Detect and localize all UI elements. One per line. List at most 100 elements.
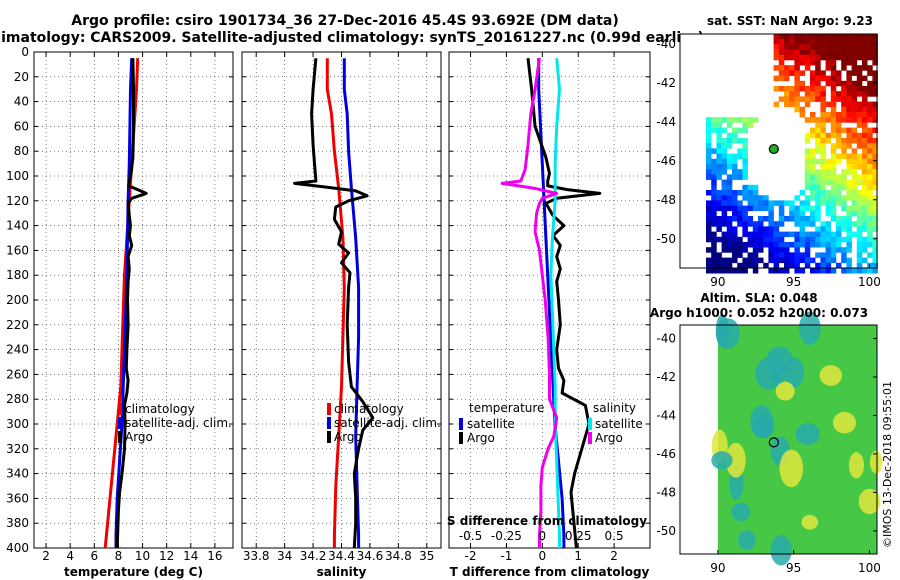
sst-cell xyxy=(810,158,816,165)
sst-cell xyxy=(815,179,821,186)
sst-cell xyxy=(820,231,826,238)
sst-cell xyxy=(732,231,738,238)
sst-cell xyxy=(815,70,821,76)
sst-cell xyxy=(815,158,821,165)
sst-cell xyxy=(825,195,832,201)
sst-cell xyxy=(747,236,754,243)
sst-cell xyxy=(856,132,863,139)
sla-map-panel: 90 95 100 -40 -42 -44 -46 -48 -50 xyxy=(656,311,883,575)
sst-cell xyxy=(721,236,728,243)
sst-cell xyxy=(867,86,873,92)
header-line2: Climatology: CARS2009. Satellite-adjuste… xyxy=(0,30,704,46)
sst-cell xyxy=(706,127,712,134)
series-line-climatology xyxy=(325,58,346,548)
sst-cell xyxy=(820,179,826,186)
sst-cell xyxy=(773,101,780,108)
sst-cell xyxy=(867,242,873,248)
sst-cell xyxy=(846,101,852,108)
x-tick-label: 1 xyxy=(574,549,582,563)
sst-cell xyxy=(815,49,821,56)
sst-cell xyxy=(804,153,811,160)
sst-cell xyxy=(726,262,733,269)
sst-cell xyxy=(856,164,863,170)
sst-cell xyxy=(706,247,712,253)
sst-cell xyxy=(768,216,774,222)
sst-cell xyxy=(737,127,743,134)
x-tick-label: 2 xyxy=(610,549,618,563)
sst-map-panel: 90 95 100 -40 -42 -44 -46 -48 -50 xyxy=(656,33,881,289)
sst-cell xyxy=(726,143,733,149)
sst-cell xyxy=(846,262,852,269)
sst-cell xyxy=(830,184,837,191)
sst-cell xyxy=(763,200,769,206)
sst-cell xyxy=(820,117,826,123)
sst-cell xyxy=(820,242,826,248)
sst-cell xyxy=(867,190,873,196)
sst-cell xyxy=(841,91,847,97)
map-x-tick-label: 100 xyxy=(858,561,881,575)
sst-cell xyxy=(872,184,878,191)
sst-cell xyxy=(862,44,868,50)
sst-cell xyxy=(784,91,790,97)
legend-swatch xyxy=(118,417,122,429)
sst-cell xyxy=(773,231,780,238)
temperature-panel: 2 4 6 8 10 12 14 160204060801001201401601802002… xyxy=(6,45,234,579)
sla-eddy xyxy=(716,318,740,349)
map-x-tick-label: 90 xyxy=(710,561,725,575)
sst-cell xyxy=(732,132,738,139)
sst-cell xyxy=(836,44,842,50)
sst-cell xyxy=(846,210,852,217)
sst-cell xyxy=(856,226,863,232)
sst-cell xyxy=(711,195,717,201)
header-line1: Argo profile: csiro 1901734_36 27-Dec-20… xyxy=(71,13,618,29)
sst-cell xyxy=(737,190,743,196)
sst-cell xyxy=(773,39,780,45)
sst-cell xyxy=(830,91,837,97)
sst-cell xyxy=(810,96,816,102)
sst-cell xyxy=(804,86,811,92)
y-tick-label: 40 xyxy=(14,95,29,109)
sst-cell xyxy=(742,195,748,201)
sst-cell xyxy=(721,210,728,217)
sst-cell xyxy=(726,158,733,165)
sst-cell xyxy=(778,39,785,45)
sst-cell xyxy=(742,158,748,165)
sst-cell xyxy=(794,65,800,71)
series-line-argo-temperature xyxy=(526,58,602,549)
sst-cell xyxy=(872,200,878,206)
sst-cell xyxy=(820,148,826,154)
sst-cell xyxy=(773,34,780,40)
sst-cell xyxy=(846,39,852,45)
sst-cell xyxy=(825,132,832,139)
sst-cell xyxy=(711,242,717,248)
sst-cell xyxy=(804,96,811,102)
sst-cell xyxy=(794,210,800,217)
sst-cell xyxy=(825,80,832,87)
sst-cell xyxy=(836,34,842,40)
sst-cell xyxy=(820,70,826,76)
sst-cell xyxy=(804,34,811,40)
sst-cell xyxy=(836,143,842,149)
sst-cell xyxy=(851,127,858,134)
sst-cell xyxy=(856,86,863,92)
sst-cell xyxy=(726,122,733,128)
sst-cell xyxy=(742,184,748,191)
sst-cell xyxy=(836,75,842,82)
sst-cell xyxy=(784,75,790,82)
sst-cell xyxy=(867,138,873,144)
sst-cell xyxy=(825,210,832,217)
sst-cell xyxy=(820,190,826,196)
sst-cell xyxy=(752,268,759,274)
sst-cell xyxy=(758,257,764,264)
sst-cell xyxy=(747,205,754,212)
sst-cell xyxy=(706,117,712,123)
sst-cell xyxy=(789,44,795,50)
sst-cell xyxy=(737,236,743,243)
x-axis-label: temperature (deg C) xyxy=(64,565,203,579)
sst-cell xyxy=(794,34,800,40)
sst-cell xyxy=(752,226,759,232)
sst-cell xyxy=(706,257,712,264)
legend-swatch xyxy=(588,418,592,430)
sst-cell xyxy=(763,195,769,201)
sst-cell xyxy=(841,65,847,71)
